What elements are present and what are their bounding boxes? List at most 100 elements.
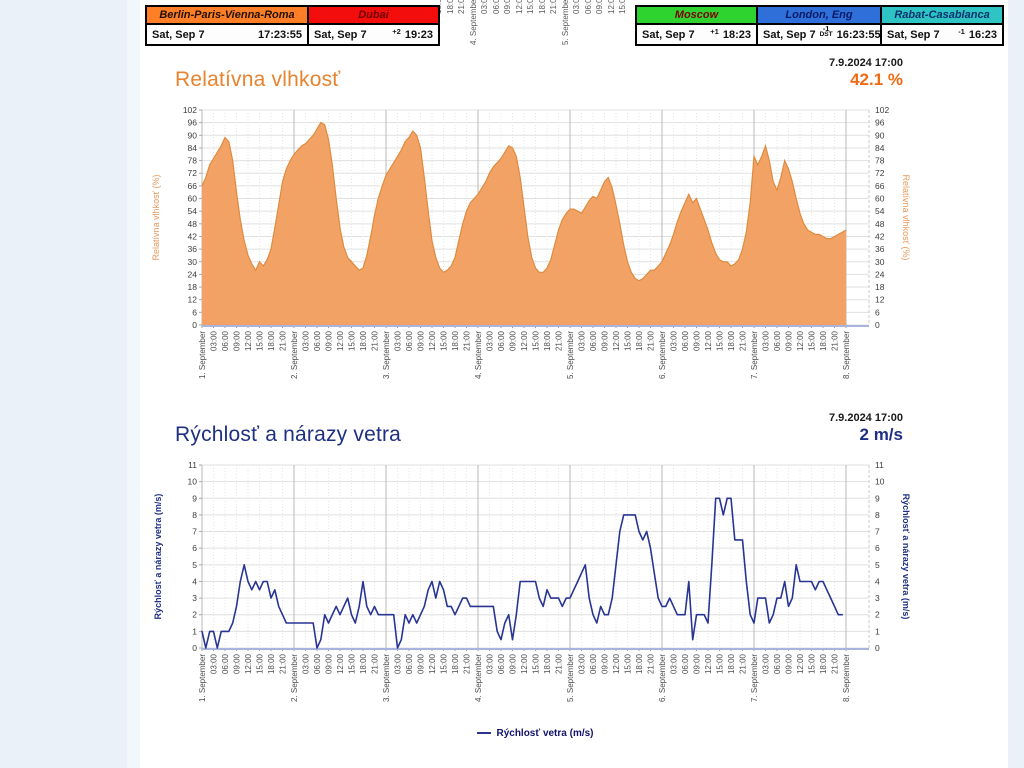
svg-text:21:00: 21:00 [555,653,564,674]
svg-text:21:00: 21:00 [371,653,380,674]
clock-time: 16:23 [968,28,997,41]
svg-text:7. September: 7. September [750,331,759,379]
svg-text:18: 18 [188,282,198,292]
clock-time: 19:23 [404,28,433,41]
svg-text:102: 102 [875,105,889,115]
svg-text:15:00: 15:00 [624,653,633,674]
content-card [140,0,1008,768]
svg-text:06:00: 06:00 [589,653,598,674]
wind-chart-section: Rýchlosť a nárazy vetra 7.9.2024 17:00 2… [145,410,1015,755]
svg-text:18:00: 18:00 [727,653,736,674]
svg-text:12: 12 [875,295,885,305]
clock-utc-offset: -1 [958,27,965,36]
svg-text:15:00: 15:00 [532,653,541,674]
clipped-day-label: 4. September [468,0,478,45]
wind-legend-line-swatch [477,732,492,735]
svg-text:0: 0 [192,320,197,330]
clock-city-label: Moscow [637,7,756,25]
svg-text:18:00: 18:00 [543,330,552,351]
svg-text:09:00: 09:00 [325,653,334,674]
svg-text:18:00: 18:00 [359,330,368,351]
clock-time: 16:23:55 [836,28,881,41]
svg-text:18:00: 18:00 [727,330,736,351]
svg-text:5: 5 [875,560,880,570]
svg-text:09:00: 09:00 [233,330,242,351]
svg-text:06:00: 06:00 [405,653,414,674]
y-axis-title: Relatívna vlhkosť (%) [901,175,911,261]
svg-text:10: 10 [188,477,198,487]
clipped-hour-label: 18:00 [445,0,455,14]
svg-text:11: 11 [875,460,884,470]
svg-text:24: 24 [875,269,885,279]
svg-text:12:00: 12:00 [520,330,529,351]
svg-text:1: 1 [875,626,880,636]
svg-text:3. September: 3. September [382,331,391,379]
svg-text:21:00: 21:00 [739,653,748,674]
svg-text:8: 8 [192,510,197,520]
svg-text:24: 24 [188,269,198,279]
svg-text:15:00: 15:00 [808,653,817,674]
svg-text:03:00: 03:00 [486,330,495,351]
svg-text:18:00: 18:00 [819,653,828,674]
svg-text:15:00: 15:00 [532,330,541,351]
svg-text:12:00: 12:00 [796,653,805,674]
svg-text:9: 9 [192,493,197,503]
svg-text:21:00: 21:00 [831,653,840,674]
svg-text:15:00: 15:00 [348,330,357,351]
svg-text:60: 60 [188,194,198,204]
clipped-day-label: 5. September [560,0,570,45]
svg-text:72: 72 [188,168,198,178]
svg-text:09:00: 09:00 [601,330,610,351]
svg-text:90: 90 [875,130,885,140]
svg-text:5. September: 5. September [566,331,575,379]
svg-text:15:00: 15:00 [256,653,265,674]
clipped-axis-labels-strip: 15:00 18:00 21:00 4. September 03:00 06:00 09:… [440,0,636,46]
world-clock-moscow: Moscow Sat, Sep 7 +1 18:23 [637,7,756,44]
svg-text:06:00: 06:00 [681,653,690,674]
svg-text:6: 6 [875,543,880,553]
svg-text:0: 0 [875,320,880,330]
svg-text:5: 5 [192,560,197,570]
svg-text:1. September: 1. September [198,654,207,702]
svg-text:06:00: 06:00 [221,330,230,351]
svg-text:09:00: 09:00 [509,330,518,351]
svg-text:42: 42 [875,231,885,241]
clipped-hour-label: 15:00 [440,0,443,14]
svg-text:3: 3 [875,593,880,603]
svg-text:4. September: 4. September [474,331,483,379]
clock-utc-offset: +1 [710,27,719,36]
svg-text:03:00: 03:00 [578,653,587,674]
svg-text:21:00: 21:00 [739,330,748,351]
svg-text:06:00: 06:00 [589,330,598,351]
humidity-chart-title: Relatívna vlhkosť [175,68,341,91]
svg-text:21:00: 21:00 [463,653,472,674]
svg-text:6: 6 [875,307,880,317]
svg-text:0: 0 [192,643,197,653]
svg-text:6. September: 6. September [658,331,667,379]
svg-text:06:00: 06:00 [313,653,322,674]
svg-text:36: 36 [188,244,198,254]
svg-text:12:00: 12:00 [704,653,713,674]
svg-text:66: 66 [188,181,198,191]
svg-text:8: 8 [875,510,880,520]
svg-text:3. September: 3. September [382,654,391,702]
svg-text:12:00: 12:00 [520,653,529,674]
svg-text:18:00: 18:00 [451,653,460,674]
svg-text:48: 48 [875,219,885,229]
clock-date: Sat, Sep 7 [314,28,367,41]
svg-text:15:00: 15:00 [440,330,449,351]
svg-text:3: 3 [192,593,197,603]
y-axis-title: Rýchlosť a nárazy vetra (m/s) [901,494,911,620]
svg-text:03:00: 03:00 [486,653,495,674]
clipped-hour-label: 12:00 [514,0,524,14]
svg-text:21:00: 21:00 [647,330,656,351]
world-clock-rabat: Rabat-Casablanca Sat, Sep 7 -1 16:23 [880,7,1002,44]
svg-text:1: 1 [192,626,197,636]
svg-text:18: 18 [875,282,885,292]
svg-text:15:00: 15:00 [716,653,725,674]
clock-time: 17:23:55 [257,28,302,41]
svg-text:8. September: 8. September [842,654,851,702]
humidity-chart-section: Relatívna vlhkosť 7.9.2024 17:00 42.1 % … [145,55,1015,405]
